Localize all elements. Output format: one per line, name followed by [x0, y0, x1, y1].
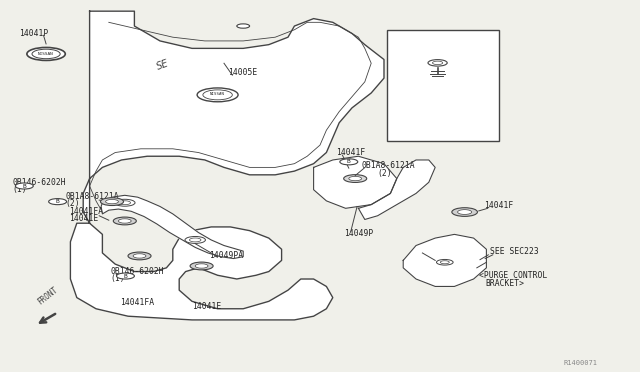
Ellipse shape [344, 175, 367, 182]
Text: NISSAN: NISSAN [210, 93, 225, 96]
Text: 14049PA: 14049PA [209, 251, 243, 260]
Text: SEE SEC223: SEE SEC223 [490, 247, 538, 256]
Ellipse shape [197, 88, 238, 102]
Text: SE: SE [156, 58, 171, 72]
Ellipse shape [203, 90, 232, 100]
Ellipse shape [15, 183, 33, 189]
Ellipse shape [433, 61, 443, 65]
Ellipse shape [340, 159, 358, 165]
Ellipse shape [458, 210, 472, 214]
Text: 14041E: 14041E [192, 302, 221, 311]
Ellipse shape [128, 252, 151, 260]
Text: 0B146-6202H: 0B146-6202H [13, 178, 67, 187]
Text: 0B1A8-6121A: 0B1A8-6121A [362, 161, 415, 170]
Text: < W/O COVER>: < W/O COVER> [397, 39, 460, 48]
Text: (1): (1) [110, 275, 125, 283]
Ellipse shape [49, 199, 67, 205]
Polygon shape [403, 234, 486, 286]
Text: (2): (2) [65, 199, 80, 208]
Ellipse shape [106, 199, 118, 204]
Text: 14041F: 14041F [484, 201, 514, 210]
Ellipse shape [133, 254, 146, 258]
Bar [387, 30, 499, 141]
Text: 14041FA: 14041FA [120, 298, 154, 307]
Text: B: B [124, 273, 127, 279]
Polygon shape [358, 160, 435, 219]
Ellipse shape [190, 262, 213, 270]
Ellipse shape [185, 237, 205, 243]
Text: (2): (2) [378, 169, 392, 178]
Ellipse shape [189, 238, 201, 242]
Ellipse shape [440, 261, 449, 264]
Ellipse shape [115, 199, 135, 206]
Text: BRACKET>: BRACKET> [485, 279, 524, 288]
Polygon shape [314, 156, 397, 208]
Ellipse shape [32, 49, 60, 59]
Polygon shape [101, 195, 243, 259]
Ellipse shape [195, 264, 208, 268]
Ellipse shape [113, 217, 136, 225]
Ellipse shape [428, 60, 447, 66]
Text: 14041FA: 14041FA [69, 207, 103, 216]
Polygon shape [70, 11, 384, 320]
Text: FRONT: FRONT [36, 286, 60, 307]
Ellipse shape [349, 176, 362, 181]
Ellipse shape [27, 48, 65, 60]
Text: B: B [22, 183, 26, 189]
Ellipse shape [118, 219, 131, 223]
Text: 14041E: 14041E [69, 214, 99, 223]
Text: 0B1A8-6121A: 0B1A8-6121A [65, 192, 119, 201]
Text: 0B146-6202H: 0B146-6202H [110, 267, 164, 276]
Text: 14041F: 14041F [336, 148, 365, 157]
Text: 14017G: 14017G [423, 124, 452, 133]
Text: 14041P: 14041P [19, 29, 49, 38]
Text: B: B [347, 159, 351, 164]
Text: B: B [56, 199, 60, 204]
Text: (1): (1) [13, 185, 28, 194]
Ellipse shape [116, 273, 134, 279]
Text: 14005E: 14005E [228, 68, 257, 77]
Ellipse shape [436, 259, 453, 265]
Text: <PURGE CONTROL: <PURGE CONTROL [479, 271, 547, 280]
Text: R1400071: R1400071 [563, 360, 597, 366]
Ellipse shape [452, 208, 477, 217]
Ellipse shape [237, 24, 250, 28]
Ellipse shape [100, 198, 124, 205]
Text: 14049P: 14049P [344, 229, 374, 238]
Ellipse shape [119, 201, 131, 205]
Text: NISSAN: NISSAN [38, 52, 54, 55]
